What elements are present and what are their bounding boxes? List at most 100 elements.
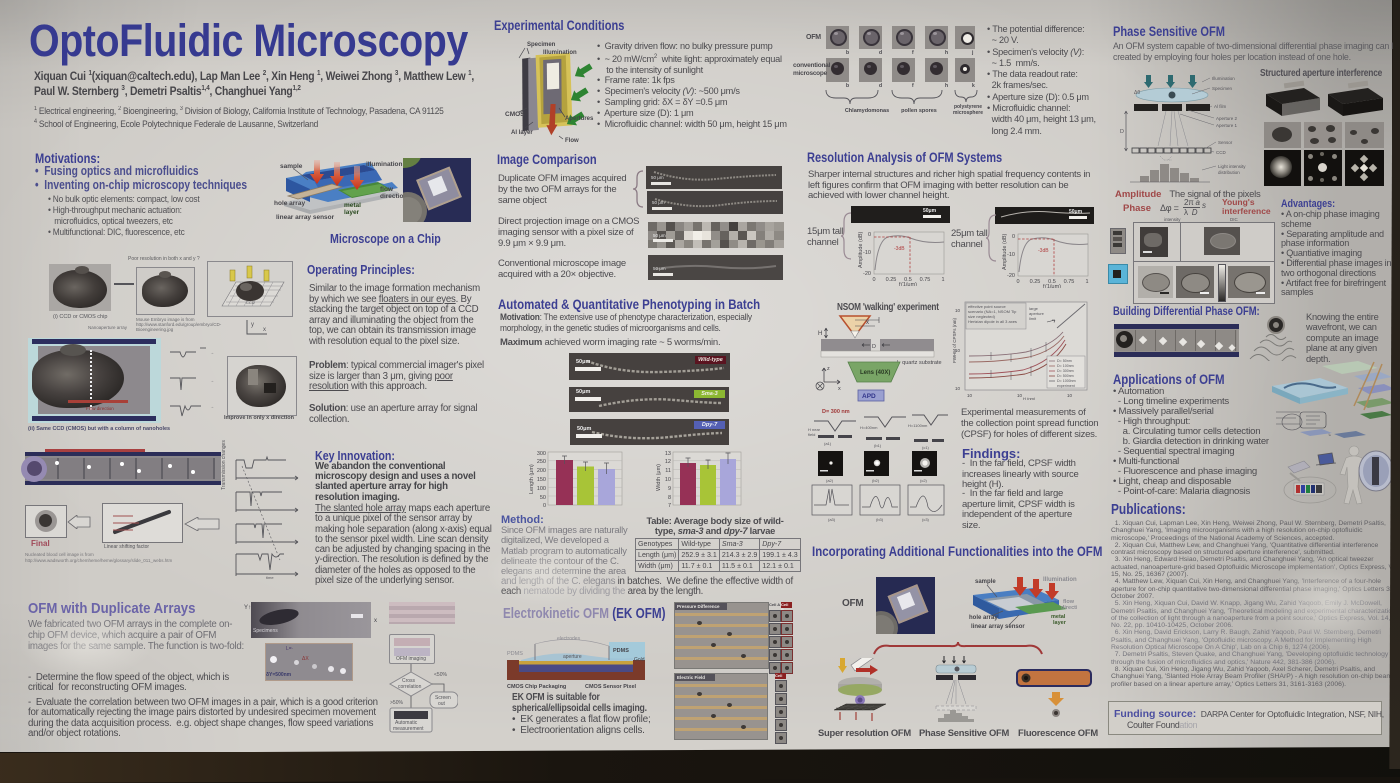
svg-text:Amplitude (dB): Amplitude (dB): [858, 231, 864, 268]
svg-text:200: 200: [537, 468, 546, 474]
svg-text:Sensor: Sensor: [1218, 140, 1233, 145]
svg-text:APD: APD: [862, 393, 876, 400]
svg-text:Aperture 2: Aperture 2: [1216, 116, 1238, 121]
svg-text:Δθ: Δθ: [1134, 90, 1140, 96]
svg-text:50: 50: [540, 495, 546, 501]
svg-text:-20: -20: [863, 271, 871, 277]
svg-text:Hertzian dipole in all 3 axes: Hertzian dipole in all 3 axes: [968, 319, 1017, 324]
svg-text:(c1): (c1): [922, 445, 930, 450]
svg-text:CMOS Sensor Pixel: CMOS Sensor Pixel: [585, 684, 637, 690]
svg-text:50 μm: 50 μm: [653, 233, 666, 238]
svg-text:D: D: [1120, 129, 1124, 135]
svg-text:direction: direction: [1061, 605, 1077, 611]
svg-text:0.5: 0.5: [1048, 279, 1056, 285]
svg-text:large: large: [1029, 306, 1039, 311]
svg-text:→: →: [210, 404, 214, 409]
svg-text:H near: H near: [808, 427, 821, 432]
svg-text:Automatic: Automatic: [395, 720, 418, 726]
svg-text:CMOS: CMOS: [505, 111, 525, 118]
svg-text:D= 300 nm: D= 300 nm: [822, 409, 850, 415]
svg-text:hole array: hole array: [969, 615, 998, 621]
svg-text:CCD: CCD: [1216, 150, 1226, 155]
svg-text:0: 0: [872, 277, 875, 283]
svg-text:→: →: [210, 350, 214, 355]
svg-text:Illumination: Illumination: [1043, 577, 1077, 583]
svg-text:-20: -20: [1007, 273, 1015, 279]
svg-text:(a2): (a2): [826, 478, 834, 483]
svg-text:Apertures: Apertures: [565, 116, 594, 122]
svg-text:sample: sample: [975, 579, 996, 585]
svg-text:300: 300: [537, 451, 546, 457]
svg-text:>50%: >50%: [390, 700, 403, 706]
svg-text:10: 10: [967, 393, 973, 398]
svg-text:0: 0: [1012, 234, 1015, 240]
svg-text:y: y: [251, 322, 254, 328]
svg-text:9: 9: [668, 486, 671, 492]
svg-text:H=400nm: H=400nm: [860, 425, 878, 430]
svg-text:0: 0: [543, 503, 546, 509]
svg-text:effective point source: effective point source: [968, 304, 1007, 309]
svg-text:7: 7: [668, 503, 671, 509]
svg-text:0: 0: [868, 232, 871, 238]
svg-text:scenario (NA=1, NSOM Tip: scenario (NA=1, NSOM Tip: [968, 309, 1017, 314]
svg-text:Aperture 1: Aperture 1: [1216, 123, 1238, 128]
svg-text:z: z: [827, 366, 830, 372]
svg-text:distribution: distribution: [1218, 170, 1240, 175]
svg-text:0.5: 0.5: [904, 277, 912, 283]
svg-text:-10: -10: [863, 250, 871, 256]
svg-text:D= 300nm: D= 300nm: [1057, 369, 1074, 373]
svg-text:(b2): (b2): [872, 478, 880, 483]
svg-text:150: 150: [537, 477, 546, 483]
svg-text:Al layer: Al layer: [511, 130, 533, 136]
svg-text:layer: layer: [1053, 620, 1067, 626]
svg-text:out: out: [438, 701, 446, 707]
svg-text:(b1): (b1): [874, 443, 882, 448]
svg-text:→: →: [210, 378, 214, 383]
svg-text:Specimen: Specimen: [527, 42, 556, 48]
svg-text:x: x: [838, 386, 841, 392]
svg-text:f (1/μm): f (1/μm): [1043, 284, 1061, 288]
svg-text:(b3): (b3): [876, 517, 884, 522]
svg-text:D= 1000nm: D= 1000nm: [1057, 379, 1076, 383]
svg-text:H (nm): H (nm): [1023, 396, 1036, 400]
svg-text:Al film: Al film: [1214, 104, 1227, 109]
svg-text:8: 8: [668, 495, 671, 501]
svg-text:-3dB: -3dB: [1038, 248, 1049, 254]
svg-text:Lens (40X): Lens (40X): [860, 370, 890, 376]
svg-text:CMOS Chip Packaging: CMOS Chip Packaging: [507, 684, 566, 690]
svg-text:Light intensity: Light intensity: [1218, 164, 1246, 169]
svg-text:sample: sample: [280, 163, 303, 170]
svg-text:x: x: [866, 320, 869, 326]
svg-text:Illumination: Illumination: [1212, 76, 1235, 81]
svg-text:H=1100nm: H=1100nm: [908, 423, 928, 428]
svg-text:PDMS: PDMS: [507, 651, 523, 657]
svg-text:Cross: Cross: [402, 678, 416, 684]
svg-text:size neglected): size neglected): [968, 314, 996, 319]
svg-text:10: 10: [665, 477, 671, 483]
svg-text:correlation: correlation: [398, 684, 422, 690]
svg-text:linear array sensor: linear array sensor: [971, 624, 1025, 630]
svg-text:10: 10: [1067, 393, 1073, 398]
svg-text:10: 10: [955, 348, 961, 353]
svg-text:electrodes: electrodes: [557, 636, 581, 642]
svg-text:-10: -10: [1007, 252, 1015, 258]
svg-text:aperture: aperture: [1029, 311, 1045, 316]
svg-text:(a3): (a3): [828, 517, 836, 522]
svg-text:<50%: <50%: [434, 672, 447, 678]
svg-text:0: 0: [1016, 279, 1019, 285]
svg-text:-3dB: -3dB: [894, 246, 905, 252]
svg-text:↳ quartz substrate: ↳ quartz substrate: [896, 359, 942, 366]
svg-text:Amplitude (dB): Amplitude (dB): [1002, 233, 1008, 270]
svg-text:10: 10: [955, 386, 961, 391]
svg-text:0.75: 0.75: [1064, 279, 1075, 285]
svg-text:12: 12: [665, 459, 671, 465]
svg-text:H: H: [818, 331, 822, 337]
svg-text:Length (μm): Length (μm): [529, 464, 535, 494]
svg-text:CCD: CCD: [246, 300, 255, 305]
svg-text:D: D: [872, 344, 876, 350]
svg-text:aperture: aperture: [563, 654, 582, 660]
svg-text:(c2): (c2): [920, 478, 928, 483]
svg-text:(c3): (c3): [922, 517, 930, 522]
svg-text:Screen: Screen: [435, 695, 451, 701]
svg-text:13: 13: [665, 451, 671, 457]
